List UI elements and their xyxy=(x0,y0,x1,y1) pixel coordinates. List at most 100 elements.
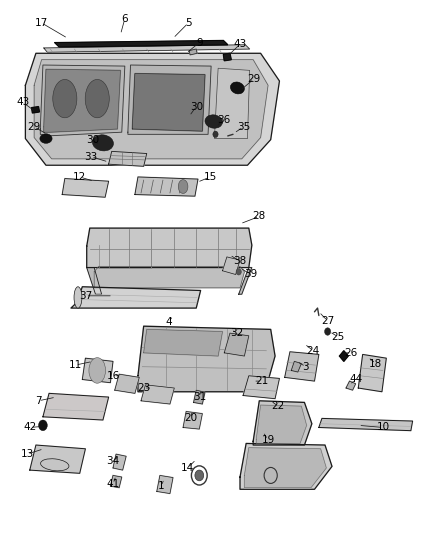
Polygon shape xyxy=(55,41,228,47)
Ellipse shape xyxy=(92,135,113,151)
Circle shape xyxy=(325,328,331,335)
Text: 43: 43 xyxy=(233,39,247,49)
Polygon shape xyxy=(71,287,201,308)
Polygon shape xyxy=(256,405,307,443)
Polygon shape xyxy=(141,385,174,404)
Text: 24: 24 xyxy=(307,346,320,356)
Polygon shape xyxy=(34,60,268,159)
Polygon shape xyxy=(110,475,122,488)
Text: 33: 33 xyxy=(85,152,98,161)
Polygon shape xyxy=(224,333,249,356)
Polygon shape xyxy=(25,53,279,165)
Polygon shape xyxy=(285,352,319,381)
Polygon shape xyxy=(240,443,332,489)
Polygon shape xyxy=(94,266,244,288)
Polygon shape xyxy=(43,393,109,420)
Text: 12: 12 xyxy=(73,172,86,182)
Polygon shape xyxy=(115,374,139,393)
Text: 13: 13 xyxy=(21,449,34,459)
Polygon shape xyxy=(339,351,348,361)
Ellipse shape xyxy=(74,287,82,308)
Ellipse shape xyxy=(85,79,110,118)
Text: 15: 15 xyxy=(204,172,217,182)
Text: 19: 19 xyxy=(261,435,275,445)
Text: 23: 23 xyxy=(137,383,150,393)
Polygon shape xyxy=(109,151,147,166)
Polygon shape xyxy=(40,65,125,136)
Text: 16: 16 xyxy=(106,371,120,381)
Text: 30: 30 xyxy=(190,102,203,111)
Text: 41: 41 xyxy=(106,479,120,489)
Text: 1: 1 xyxy=(158,481,165,491)
Polygon shape xyxy=(62,179,109,197)
Text: 32: 32 xyxy=(230,328,243,338)
Text: 20: 20 xyxy=(184,414,197,423)
Text: 26: 26 xyxy=(345,348,358,358)
Text: 43: 43 xyxy=(16,98,29,107)
Polygon shape xyxy=(223,257,240,274)
Text: 4: 4 xyxy=(165,318,172,327)
Polygon shape xyxy=(291,361,301,372)
Polygon shape xyxy=(135,177,198,196)
Text: 44: 44 xyxy=(349,375,362,384)
Polygon shape xyxy=(215,68,250,139)
Text: 31: 31 xyxy=(193,392,206,402)
Text: 6: 6 xyxy=(121,14,128,23)
Polygon shape xyxy=(253,401,312,445)
Circle shape xyxy=(39,420,47,431)
Text: 28: 28 xyxy=(253,212,266,221)
Text: 9: 9 xyxy=(196,38,203,47)
Polygon shape xyxy=(44,69,120,132)
Polygon shape xyxy=(189,49,197,55)
Polygon shape xyxy=(132,74,205,131)
Text: 35: 35 xyxy=(237,122,250,132)
Text: 29: 29 xyxy=(247,74,261,84)
Polygon shape xyxy=(319,418,413,431)
Circle shape xyxy=(195,470,204,481)
Polygon shape xyxy=(183,411,202,429)
Text: 42: 42 xyxy=(23,423,36,432)
Ellipse shape xyxy=(178,180,188,193)
Polygon shape xyxy=(32,107,39,113)
Text: 34: 34 xyxy=(106,456,120,466)
Polygon shape xyxy=(239,268,252,294)
Polygon shape xyxy=(87,228,252,268)
Text: 3: 3 xyxy=(302,362,309,372)
Text: 10: 10 xyxy=(377,423,390,432)
Text: 11: 11 xyxy=(69,360,82,370)
Polygon shape xyxy=(358,354,386,392)
Text: 39: 39 xyxy=(244,270,257,279)
Ellipse shape xyxy=(230,82,244,94)
Text: 37: 37 xyxy=(79,291,92,301)
Ellipse shape xyxy=(40,134,52,143)
Polygon shape xyxy=(243,376,279,399)
Circle shape xyxy=(213,131,218,138)
Text: 38: 38 xyxy=(233,256,247,266)
Text: 14: 14 xyxy=(181,463,194,473)
Polygon shape xyxy=(44,45,250,52)
Text: 29: 29 xyxy=(28,122,41,132)
Text: 7: 7 xyxy=(35,396,42,406)
Polygon shape xyxy=(144,329,223,356)
Polygon shape xyxy=(113,454,126,470)
Text: 18: 18 xyxy=(369,359,382,368)
Ellipse shape xyxy=(41,459,69,471)
Ellipse shape xyxy=(53,79,77,118)
Text: 36: 36 xyxy=(217,115,230,125)
Text: 5: 5 xyxy=(185,18,192,28)
Polygon shape xyxy=(87,268,102,294)
Polygon shape xyxy=(157,475,173,494)
Text: 30: 30 xyxy=(86,135,99,144)
Polygon shape xyxy=(194,390,205,404)
Polygon shape xyxy=(30,445,85,473)
Ellipse shape xyxy=(89,358,106,383)
Text: 21: 21 xyxy=(255,376,268,386)
Text: 17: 17 xyxy=(35,18,48,28)
Polygon shape xyxy=(346,381,356,390)
Polygon shape xyxy=(244,448,326,488)
Polygon shape xyxy=(138,326,275,392)
Text: 22: 22 xyxy=(272,401,285,411)
Polygon shape xyxy=(128,65,211,134)
Circle shape xyxy=(236,269,241,275)
Polygon shape xyxy=(82,358,113,383)
